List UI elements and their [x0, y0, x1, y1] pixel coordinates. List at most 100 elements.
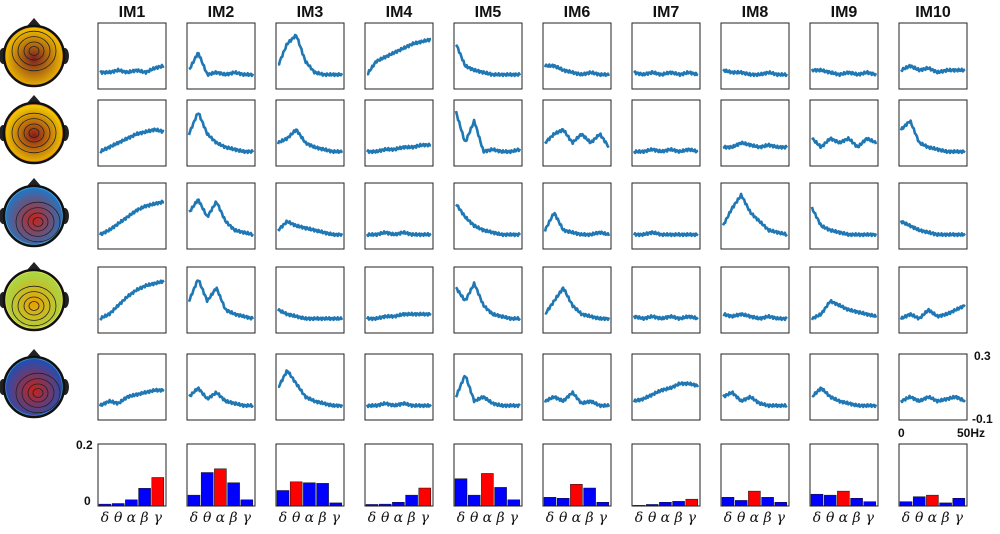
trace-line: [722, 140, 789, 150]
panel-frame: [364, 266, 434, 334]
trace-panel-r3-im8: [720, 182, 790, 250]
column-header-im3: IM3: [297, 4, 324, 21]
trace-line: [810, 298, 878, 321]
band-label: β: [496, 510, 505, 526]
band-label: θ: [648, 510, 657, 526]
trace-panel-r5-im10: [898, 353, 968, 421]
band-label: α: [127, 510, 137, 526]
trace-line: [899, 304, 966, 321]
bar-im8-band-4: [761, 497, 774, 507]
trace-line: [543, 211, 611, 238]
contour-line: [11, 30, 57, 72]
band-label: γ: [421, 510, 430, 526]
panel-frame: [809, 182, 879, 250]
bar-im8-band-5: [774, 502, 788, 507]
trace-line: [98, 387, 165, 407]
trace-panel-r1-im3: [275, 22, 345, 90]
trace-line: [810, 67, 878, 78]
band-label: β: [941, 510, 950, 526]
band-label: δ: [190, 510, 198, 526]
trace-panel-r2-im6: [542, 99, 612, 167]
band-label: β: [763, 510, 772, 526]
column-header-im9: IM9: [831, 4, 858, 21]
trace-line: [454, 44, 522, 78]
trace-line: [721, 192, 788, 237]
bar-im1-band-5: [151, 477, 165, 507]
panel-frame: [364, 99, 434, 167]
panel-frame: [275, 266, 345, 334]
bar-im8-band-2: [734, 500, 748, 507]
trace-line: [99, 63, 165, 75]
band-label: β: [140, 510, 149, 526]
trace-panel-r4-im5: [453, 266, 523, 334]
head-field: [6, 28, 62, 84]
head-field: [6, 105, 62, 161]
band-label: θ: [826, 510, 835, 526]
trace-line: [899, 220, 966, 238]
trace-panel-r1-im7: [631, 22, 701, 90]
trace-panel-r3-im1: [97, 182, 167, 250]
bar-im4-band-1: [365, 504, 379, 507]
trace-panel-r2-im9: [809, 99, 879, 167]
trace-line: [187, 112, 255, 155]
trace-panel-r2-im2: [186, 99, 256, 167]
trace-panel-r2-im3: [275, 99, 345, 167]
trace-panel-r2-im10: [898, 99, 968, 167]
head-field: [6, 188, 62, 244]
scalp-map-1: [0, 18, 69, 88]
panel-frame: [720, 99, 790, 167]
band-label: γ: [154, 510, 163, 526]
band-label: γ: [599, 510, 608, 526]
bar-im6-band-2: [556, 498, 570, 507]
bar-im10-band-3: [926, 494, 939, 507]
bar-im5-band-4: [494, 487, 507, 507]
panel-frame: [898, 182, 968, 250]
trace-line: [277, 33, 344, 78]
bar-im9-band-2: [823, 494, 837, 507]
panel-frame: [97, 182, 167, 250]
trace-line: [188, 198, 255, 237]
trace-line: [455, 203, 522, 238]
trace-line: [365, 230, 432, 238]
trace-panel-r4-im1: [97, 266, 167, 334]
bar-frame: [631, 443, 701, 507]
trace-panel-r4-im3: [275, 266, 345, 334]
bar-im7-band-5: [685, 498, 699, 507]
panel-frame: [720, 266, 790, 334]
column-header-im1: IM1: [119, 4, 146, 21]
trace-line: [543, 390, 611, 409]
contour-line: [28, 128, 40, 138]
trace-line: [811, 136, 878, 150]
trace-line: [899, 119, 966, 155]
band-label: α: [305, 510, 315, 526]
contour-line: [23, 123, 45, 143]
trace-line: [99, 127, 165, 154]
trace-panel-r1-im1: [97, 22, 167, 90]
trace-line: [722, 390, 788, 409]
contour-line: [21, 207, 55, 237]
bar-im2-band-2: [200, 472, 214, 507]
trace-panel-r5-im7: [631, 353, 701, 421]
trace-line: [722, 68, 789, 78]
bar-im6-band-4: [583, 487, 596, 507]
band-label: α: [216, 510, 226, 526]
trace-panel-r1-im5: [453, 22, 523, 90]
trace-line: [811, 386, 878, 409]
bar-im2-band-1: [187, 494, 201, 507]
panel-frame: [809, 99, 879, 167]
trace-panel-r3-im7: [631, 182, 701, 250]
bar-im4-band-4: [405, 494, 418, 507]
band-label: γ: [243, 510, 252, 526]
panel-frame: [275, 22, 345, 90]
trace-line: [365, 311, 432, 322]
column-header-im4: IM4: [386, 4, 413, 21]
band-label: β: [585, 510, 594, 526]
bar-im2-band-3: [214, 468, 227, 507]
panel-frame: [186, 353, 256, 421]
panel-frame: [275, 99, 345, 167]
bar-im1-band-3: [125, 499, 138, 507]
bar-im5-band-2: [467, 494, 481, 507]
bar-im5-band-1: [454, 478, 468, 507]
